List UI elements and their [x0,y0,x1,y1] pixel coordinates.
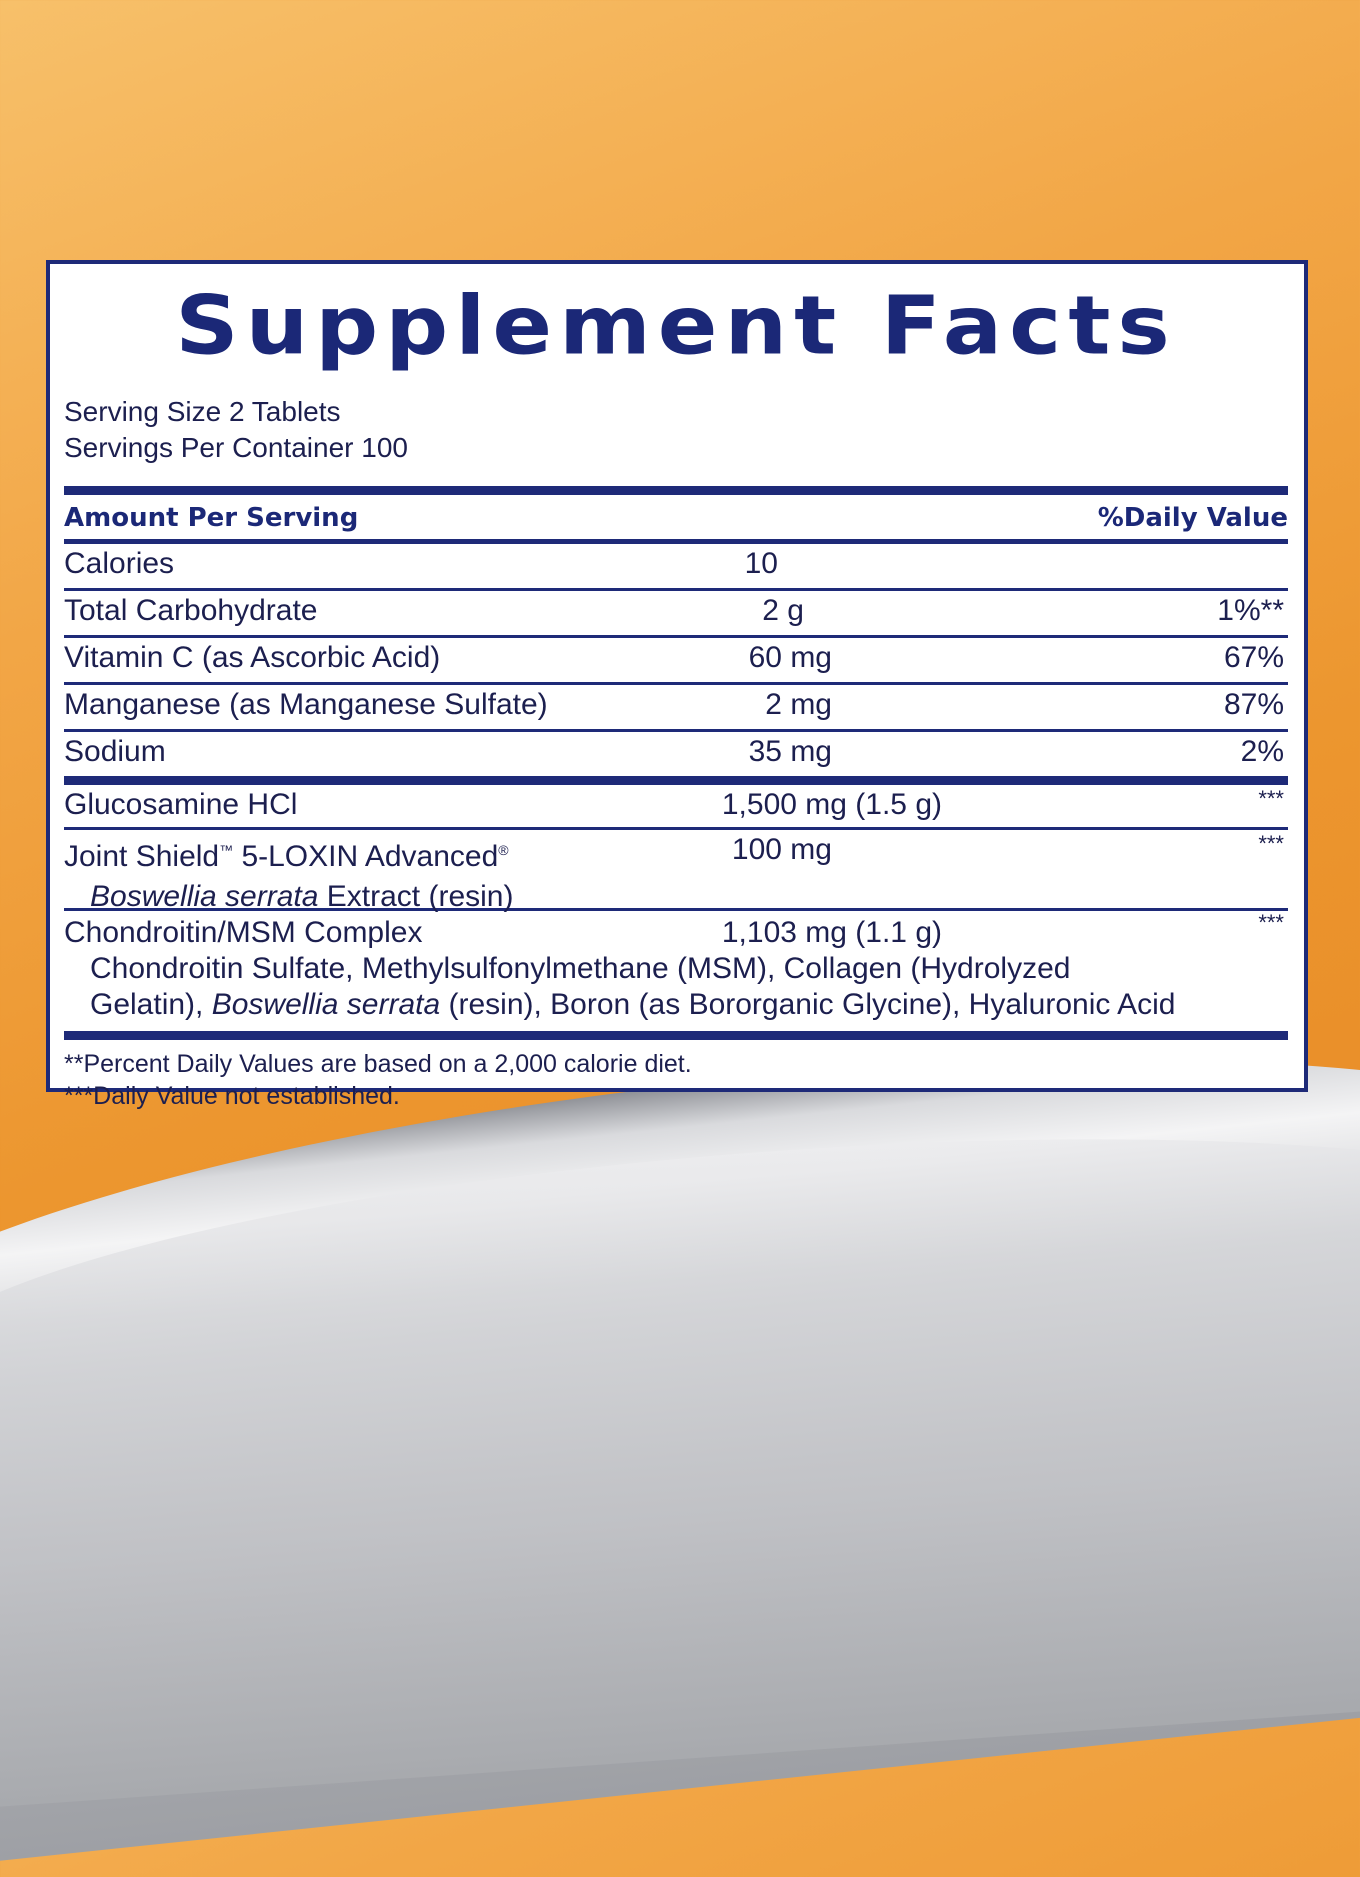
ingredient-dv: *** [1258,786,1284,811]
page-title: Supplement Facts [175,278,1177,373]
ingredient-name: Chondroitin/MSM Complex Chondroitin Sulfa… [64,916,1176,1021]
divider [64,539,1288,544]
table-row: Total Carbohydrate 2 g 1%** [64,591,1288,635]
footnote: **Percent Daily Values are based on a 2,… [64,1050,692,1078]
nutrient-name: Sodium [64,735,166,768]
nutrient-amount: 10 [744,547,778,580]
nutrient-dv: 2% [1240,735,1284,768]
divider [64,908,1288,911]
table-row: Manganese (as Manganese Sulfate) 2 mg 87% [64,685,1288,729]
servings-per-container: Servings Per Container 100 [64,432,408,463]
ingredient-dv: *** [1258,831,1284,856]
divider [64,588,1288,591]
footnotes: **Percent Daily Values are based on a 2,… [64,1048,1288,1112]
ingredient-name: Joint Shield™ 5-LOXIN Advanced® Boswellia… [64,840,514,913]
ingredient-name: Glucosamine HCl [64,788,298,821]
table-row: Glucosamine HCl 1,500 mg (1.5 g) *** [64,785,1288,827]
thick-divider [64,1031,1288,1040]
thick-divider [64,486,1288,495]
table-row: Chondroitin/MSM Complex Chondroitin Sulfa… [64,910,1288,1031]
supplement-facts-panel: Supplement Facts Serving Size 2 Tablets … [46,260,1308,1110]
nutrient-name: Total Carbohydrate [64,594,318,627]
thick-divider [64,776,1288,785]
divider [64,827,1288,830]
ingredient-amount: 100 mg [731,833,832,866]
nutrient-name: Manganese (as Manganese Sulfate) [64,688,548,721]
footnote: ***Daily Value not established. [64,1082,400,1110]
table-header: Amount Per Serving %Daily Value [64,495,1288,539]
ingredient-dv: *** [1258,910,1284,935]
nutrient-amount: 60 mg [748,641,832,674]
nutrient-dv: 87% [1223,688,1284,721]
nutrient-dv: 67% [1223,641,1284,674]
nutrient-amount: 2 mg [765,688,832,721]
ingredient-amount: 1,500 mg (1.5 g) [721,788,942,821]
serving-info: Serving Size 2 Tablets Servings Per Cont… [64,394,1288,466]
serving-size: Serving Size 2 Tablets [64,396,341,427]
nutrient-amount: 35 mg [748,735,832,768]
table-row: Sodium 35 mg 2% [64,732,1288,776]
ingredient-amount: 1,103 mg (1.1 g) [721,916,942,949]
divider [64,682,1288,685]
divider [64,729,1288,732]
table-row: Vitamin C (as Ascorbic Acid) 60 mg 67% [64,638,1288,682]
nutrient-name: Calories [64,547,175,580]
amount-header: Amount Per Serving [64,503,359,533]
divider [64,635,1288,638]
table-row: Joint Shield™ 5-LOXIN Advanced® Boswellia… [64,830,1288,913]
nutrient-name: Vitamin C (as Ascorbic Acid) [64,641,441,674]
dv-header: %Daily Value [1097,503,1288,533]
nutrient-amount: 2 g [762,594,804,627]
nutrient-dv: 1%** [1217,594,1284,627]
table-row: Calories 10 [64,544,1288,588]
